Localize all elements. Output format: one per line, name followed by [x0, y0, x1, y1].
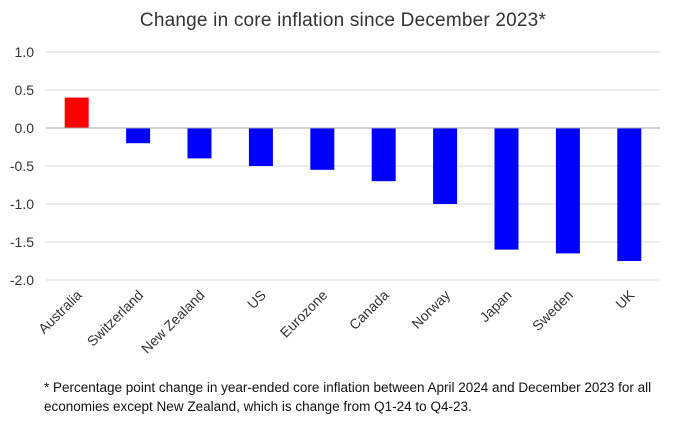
y-tick-label: -1.0: [10, 196, 34, 212]
bar-chart: 1.0 0.5 0.0 -0.5 -1.0 -1.5 -2.0 AustraliaSwitz…: [10, 44, 660, 356]
y-tick-label: 0.0: [15, 120, 35, 136]
footnote: * Percentage point change in year-ended …: [44, 380, 652, 414]
bar-uk: [617, 128, 642, 261]
category-label: Canada: [346, 287, 392, 333]
bar-eurozone: [310, 128, 335, 170]
y-tick-label: -0.5: [10, 158, 34, 174]
bar-us: [248, 128, 273, 166]
category-label: Norway: [408, 287, 453, 332]
bar-switzerland: [126, 128, 151, 144]
category-label: Switzerland: [84, 287, 146, 349]
bar-australia: [64, 97, 89, 128]
category-label: Japan: [476, 287, 514, 325]
bar-sweden: [555, 128, 580, 254]
category-label: US: [244, 287, 269, 312]
category-label: Eurozone: [277, 287, 331, 341]
bar-canada: [371, 128, 396, 182]
category-label: New Zealand: [138, 287, 208, 357]
bars: [64, 97, 642, 261]
chart-title: Change in core inflation since December …: [139, 10, 547, 31]
category-label: Australia: [35, 287, 85, 337]
y-tick-label: 0.5: [15, 82, 35, 98]
bar-new-zealand: [187, 128, 212, 159]
category-label: UK: [612, 286, 638, 312]
bar-japan: [494, 128, 519, 250]
y-tick-label: 1.0: [15, 44, 35, 60]
y-tick-label: -2.0: [10, 272, 34, 288]
y-axis-ticks: 1.0 0.5 0.0 -0.5 -1.0 -1.5 -2.0: [10, 44, 34, 288]
category-label: Sweden: [529, 287, 576, 334]
y-tick-label: -1.5: [10, 234, 34, 250]
bar-norway: [433, 128, 458, 204]
